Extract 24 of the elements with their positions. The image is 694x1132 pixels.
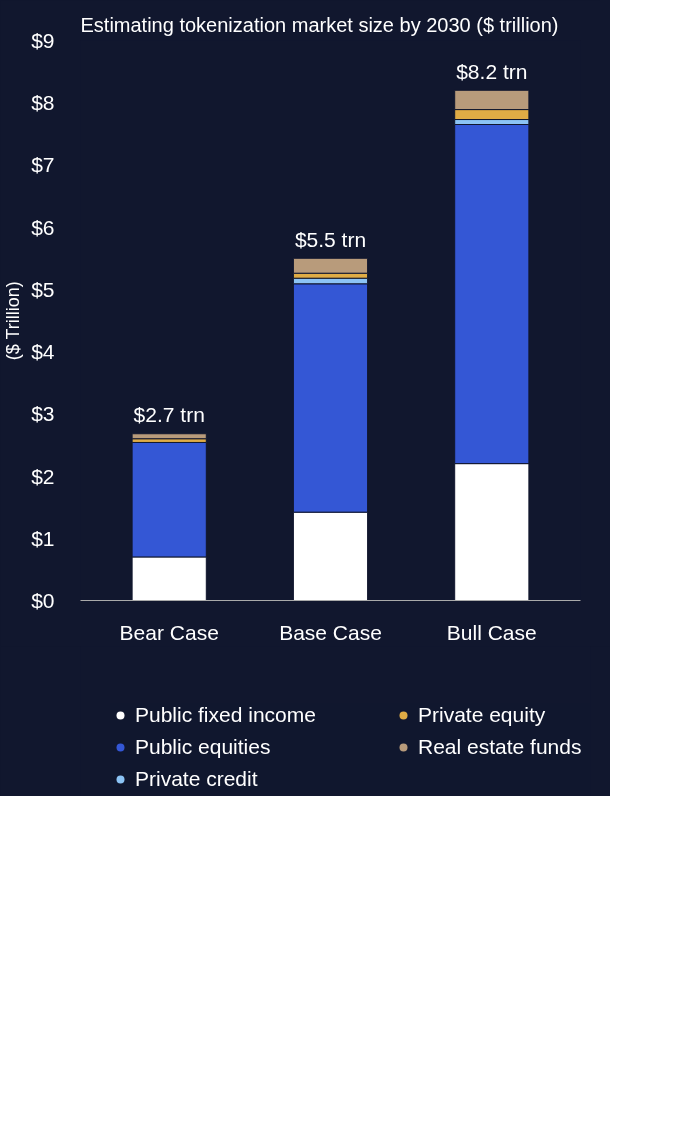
y-tick-label: $7 xyxy=(31,153,55,177)
y-tick-label: $2 xyxy=(31,464,55,488)
y-tick-label: $3 xyxy=(31,402,55,426)
chart-title: Estimating tokenization market size by 2030 ($ trillion) xyxy=(80,13,559,36)
total-label: $5.5 trn xyxy=(294,227,367,251)
total-label: $2.7 trn xyxy=(133,403,205,427)
x-tick-label: Base Case xyxy=(279,620,382,644)
y-tick-label: $5 xyxy=(31,277,55,301)
y-tick-label: $6 xyxy=(31,215,55,239)
y-tick-label: $4 xyxy=(31,340,55,364)
y-tick-label: $0 xyxy=(31,589,55,612)
legend-label: Real estate funds xyxy=(418,735,583,759)
y-tick-label: $1 xyxy=(31,526,55,550)
legend-label: Public fixed income xyxy=(135,703,317,727)
y-tick-label: $8 xyxy=(31,91,55,115)
legend-label: Public equities xyxy=(135,735,272,759)
legend-label: Private equity xyxy=(418,703,547,727)
x-tick-label: Bear Case xyxy=(119,620,219,644)
legend-label: Private credit xyxy=(135,767,259,791)
total-label: $8.2 trn xyxy=(456,59,528,83)
x-tick-label: Bull Case xyxy=(446,620,537,644)
y-tick-label: $9 xyxy=(31,29,55,52)
y-axis-title: ($ Trillion) xyxy=(3,281,24,361)
bar xyxy=(131,433,207,440)
